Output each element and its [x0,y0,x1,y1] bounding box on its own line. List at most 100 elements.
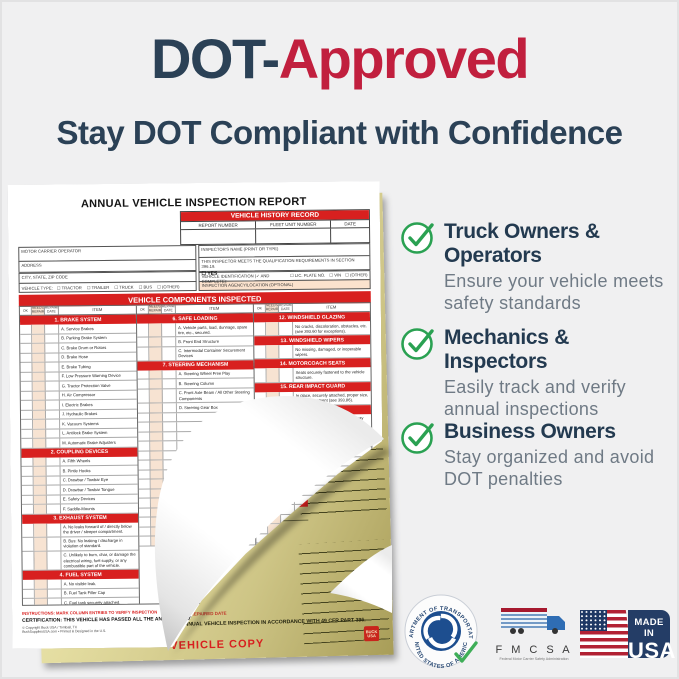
checkbox-cell [255,429,267,438]
checkbox-cell [256,505,268,514]
checkbox-cell [45,343,59,352]
col-header: REPAIRED DATE [44,306,59,314]
dot-seal-icon: DEPARTMENT OF TRANSPORTATION UNITED STAT… [402,592,478,670]
item-label: E. Brake Tubing [61,363,91,369]
checkbox-cell [21,439,33,448]
checkbox-cell [45,353,59,362]
benefit-heading: Truck Owners & Operators [444,220,600,267]
checkbox-cell [33,372,46,381]
truck-icon [501,608,565,634]
benefit-body: Easily track and verify annual inspectio… [444,377,626,419]
checkbox-cell [35,580,48,589]
item-label: C. Drawbar / Towbar Eye [62,476,109,483]
checkbox-cell [138,451,150,460]
checkbox-cell [139,489,151,498]
checkbox-cell [34,476,47,485]
item-label: F. Saddle-Mounts [62,505,95,511]
checkbox-cell [150,404,163,413]
carrier-fields: MOTOR CARRIER OPERATOR ADDRESS CITY, STA… [18,245,196,293]
checkbox-cell [268,515,281,524]
checkbox-cell [279,345,293,358]
checkbox-cell [21,391,33,400]
item-label [178,517,255,526]
checkbox-cell [266,322,279,335]
checkbox-cell [33,439,46,448]
benefit-heading: Business Owners [444,420,616,443]
checkbox-cell [151,479,164,488]
checkbox-cell [46,381,60,390]
checkbox-cell [150,432,163,441]
checkbox-cell [280,458,294,467]
checkbox-cell [137,323,149,336]
checkbox-cell [46,400,60,409]
checkbox-cell [47,485,61,494]
checkbox-cell [22,476,34,485]
checkbox-cell [21,429,33,438]
checkbox-cell [151,536,164,545]
checkbox-cell [267,392,280,405]
checkbox-cell [255,392,267,405]
flag-canton [580,610,607,631]
col-header: ITEM [92,306,103,313]
item-label [177,450,254,459]
item-label: M. Automatic Brake Adjusters [62,439,116,445]
item-label: B. Front End Structure [178,338,219,344]
form-row: C. Intermodal Container Securement Devic… [137,346,253,361]
made-in-usa-box: MADE IN USA [628,610,675,663]
item-label [177,431,254,440]
item-label: In place, securely attached, proper size… [295,392,369,404]
col-header: NEEDS REPAIR [148,305,162,313]
checkbox-cell [255,415,267,428]
item-label: No cracks, discoloration, obstacles, etc… [295,322,368,334]
item-label: A. Service Brakes [61,325,94,331]
item-label: A. No visible leak. [63,580,97,587]
checkbox-cell [46,419,60,428]
checkbox-cell [150,423,163,432]
checkbox-cell [256,524,268,533]
checkbox-cell [34,495,47,504]
form-row: A. Vehicle parts, load, dunnage, spare t… [137,322,253,337]
checkbox-cell [267,448,280,457]
checkbox-cell [138,404,150,413]
vehicle-type-option: ☐ (OTHER) [157,283,180,289]
checkbox-cell [280,415,294,428]
checkbox-cell [138,461,150,470]
item-label: B. Fuel Tank Filler Cap [63,590,106,596]
checkbox-cell [266,345,279,358]
checkbox-cell [151,489,164,498]
benefit-truck-owners: Truck Owners & Operators Ensure your veh… [398,220,674,314]
checkbox-cell [163,403,177,412]
form-row: In place, securely attached, proper size… [255,391,371,406]
checkbox-cell [268,496,281,505]
checkbox-cell [33,382,46,391]
checkbox-cell [150,380,163,389]
checkbox-cell [163,380,177,389]
checkbox-cell [32,344,45,353]
item-label: G. Tractor Protection Valve [61,382,111,388]
checkbox-cell [47,537,61,550]
checkbox-cell [149,338,162,347]
checkbox-cell [151,517,164,526]
checkbox-cell [139,508,151,517]
page-subtitle: Stay DOT Compliant with Confidence [56,114,623,151]
vehicle-type-option: ☐ TRUCK [114,284,134,290]
checkbox-cell [267,458,280,467]
fmcsa-label: F M C S A [495,644,573,656]
checkbox-cell [46,372,60,381]
vehicle-history-record-table: VEHICLE HISTORY RECORD REPORT NUMBER FLE… [180,209,370,245]
usa-label: USA [628,638,676,663]
checkbox-cell [32,363,45,372]
checkbox-cell [34,505,47,514]
checkbox-cell [151,470,164,479]
checkbox-cell [268,505,281,514]
checkbox-cell [256,467,268,476]
item-label [294,428,371,437]
checkbox-cell [255,448,267,457]
checkbox-cell [138,432,150,441]
item-label: J. Hydraulic Brakes [61,411,98,417]
checkbox-cell [20,363,32,372]
vehicle-id-option: ☐ VIN [329,271,342,278]
checkbox-cell [164,527,178,536]
checkbox-cell [137,347,149,360]
col-header: REPAIRED DATE [278,303,293,311]
